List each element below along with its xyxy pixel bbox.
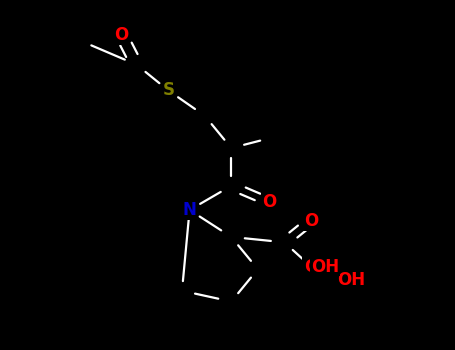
Text: O: O bbox=[304, 258, 318, 275]
Text: OH: OH bbox=[311, 258, 339, 275]
Text: O: O bbox=[114, 26, 128, 44]
Text: N: N bbox=[182, 201, 197, 219]
Text: OH: OH bbox=[338, 271, 365, 289]
Text: S: S bbox=[162, 82, 174, 99]
Text: OH: OH bbox=[338, 271, 365, 289]
Text: O: O bbox=[262, 193, 276, 211]
Text: O: O bbox=[304, 212, 318, 230]
